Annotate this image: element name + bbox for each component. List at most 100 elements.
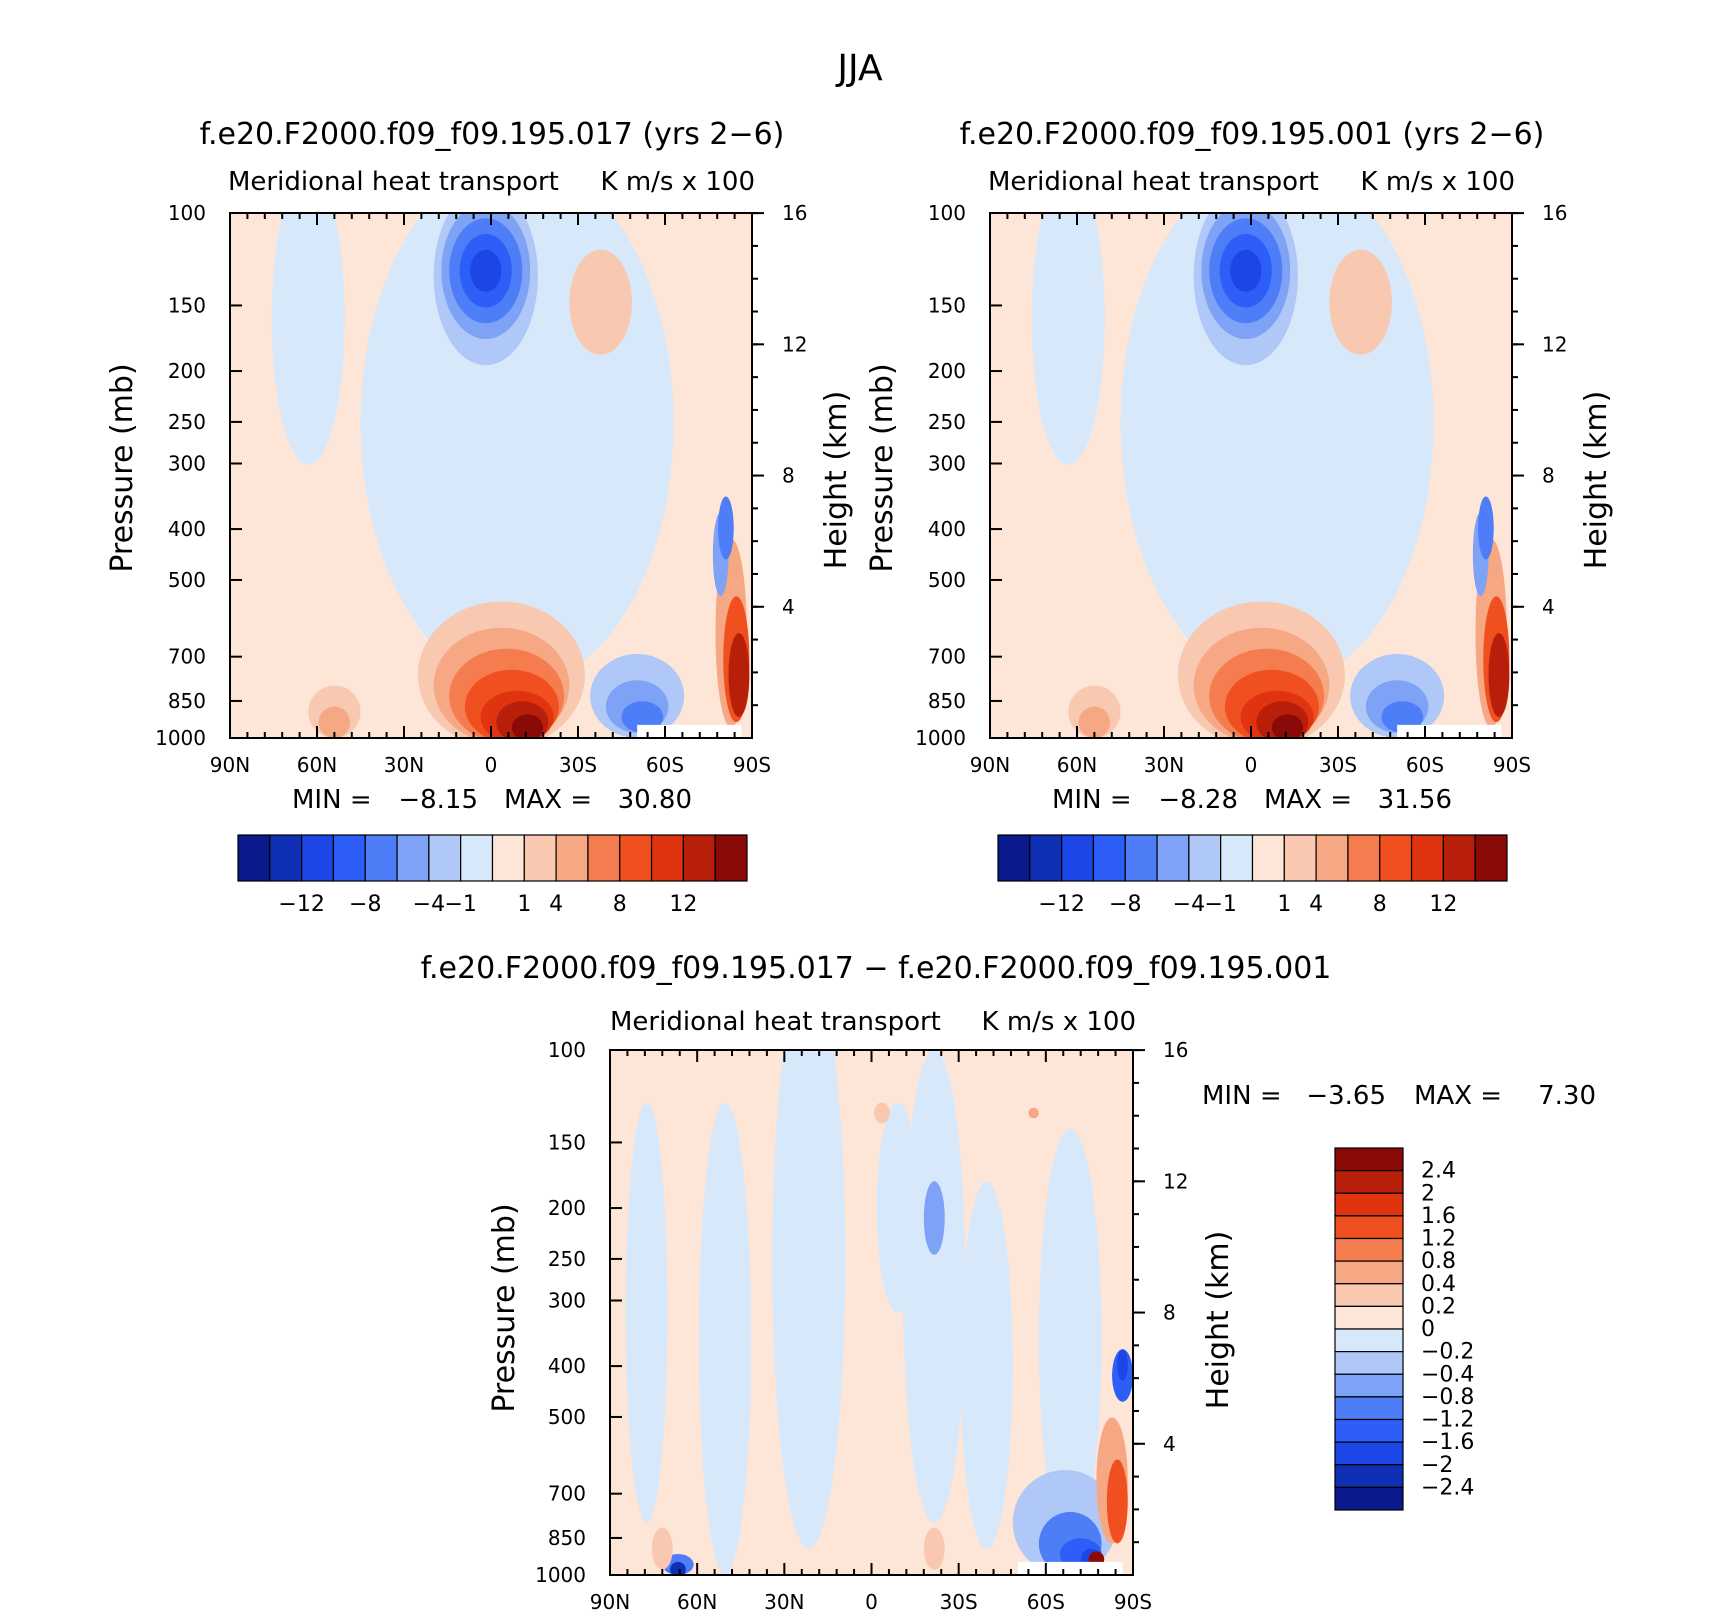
y-tick-label: 700 [928,645,966,669]
colorbar-label: −0.2 [1421,1340,1474,1365]
colorbar: −12 −8 −4 −1 1 4 8 12 [997,834,1508,917]
colorbar-box [460,834,494,882]
colorbar-label: 1.6 [1421,1204,1456,1229]
colorbar-label: −4 [413,892,445,917]
contour-region [923,1527,945,1570]
colorbar-label: −8 [349,892,381,917]
min-label: MIN = [292,785,372,815]
contour-region [728,633,750,717]
contour-region [1329,249,1392,355]
colorbar-box [523,834,557,882]
x-tick-label: 30S [559,753,597,777]
x-tick-label: 90N [590,1590,630,1614]
y-right-tick-label: 16 [1163,1038,1188,1062]
colorbar-box [1474,834,1508,882]
contour-region [990,528,1048,738]
x-tick-label: 30S [940,1590,978,1614]
colorbar-box [1347,834,1381,882]
y-tick-label: 700 [168,645,206,669]
colorbar-box [1379,834,1413,882]
axis-ticks [989,212,1524,739]
colorbar-label: −1 [444,892,476,917]
y-tick-label: 150 [928,293,966,317]
axis-ticks [229,212,764,739]
y-tick-label: 500 [548,1405,586,1429]
x-tick-label: 90S [733,753,771,777]
contour-region [470,249,502,292]
contour-region [230,528,288,738]
y-axis-label: Pressure (mb) [487,1203,522,1412]
y-tick-label: 200 [928,359,966,383]
contour-region [1230,249,1262,292]
contour-region [1028,1107,1039,1119]
panel-subtitle-right: K m/s x 100 [982,1007,1137,1037]
y-right-axis-label: Height (km) [1201,1231,1236,1410]
panel-difference: f.e20.F2000.f09_f09.195.017 − f.e20.F200… [421,951,1596,1614]
colorbar-label: −12 [278,892,324,917]
missing-data-area [1017,1561,1123,1575]
panel-subtitle-left: Meridional heat transport [610,1007,941,1037]
colorbar-label: −0.8 [1421,1385,1474,1410]
colorbar-label: −1.6 [1421,1430,1474,1455]
x-tick-label: 0 [865,1590,878,1614]
y-axis-label: Pressure (mb) [105,363,140,572]
contour-region [1106,1459,1128,1544]
colorbar-box [1334,1305,1404,1330]
contour-region [1488,633,1510,717]
colorbar-label: 4 [549,892,563,917]
colorbar: 2.421.61.20.80.40.20−0.2−0.4−0.8−1.2−1.6… [1334,1147,1474,1511]
x-tick-label: 30N [764,1590,804,1614]
x-tick-label: 30N [384,753,424,777]
max-label: MAX = [1264,785,1352,815]
colorbar-box [555,834,589,882]
y-tick-label: 300 [548,1288,586,1312]
colorbar-box [1092,834,1126,882]
x-tick-label: 60N [677,1590,717,1614]
colorbar-box [1334,1351,1404,1375]
colorbar-label: 1 [1277,892,1291,917]
y-tick-label: 400 [548,1354,586,1378]
colorbar-box [1334,1260,1404,1285]
colorbar-box [1124,834,1158,882]
missing-data-area [1397,724,1502,738]
y-right-tick-labels: 16 12 8 4 [1163,1038,1188,1456]
colorbar-box [396,834,430,882]
axis-ticks [609,1049,1145,1576]
colorbar-box [1410,834,1444,882]
contour-region [569,249,632,355]
y-tick-label: 850 [168,689,206,713]
x-tick-label: 90N [210,753,250,777]
x-tick-labels: 90N 60N 30N 0 30S 60S 90S [970,753,1531,777]
colorbar-box [1334,1373,1404,1398]
panel-title: f.e20.F2000.f09_f09.195.001 (yrs 2−6) [960,117,1545,152]
min-value: −8.28 [1158,785,1238,815]
colorbar-label: 8 [613,892,627,917]
colorbar-box [1315,834,1349,882]
colorbar: −12 −8 −4 −1 1 4 8 12 [237,834,748,917]
y-right-axis-label: Height (km) [1579,391,1614,570]
colorbar-label: −4 [1173,892,1205,917]
x-tick-label: 60S [646,753,684,777]
x-tick-label: 90S [1493,753,1531,777]
y-tick-label: 100 [168,201,206,225]
colorbar-label: 1 [517,892,531,917]
colorbar-box [1334,1396,1404,1421]
y-tick-label: 200 [168,359,206,383]
colorbar-box [1156,834,1190,882]
y-right-tick-label: 16 [1542,201,1567,225]
colorbar-label: −8 [1109,892,1141,917]
colorbar-label: 0.4 [1421,1272,1456,1297]
contour-region [1271,714,1304,738]
y-tick-label: 200 [548,1196,586,1220]
y-tick-label: 850 [548,1526,586,1550]
y-right-axis-label: Height (km) [819,391,854,570]
y-tick-label: 400 [168,517,206,541]
colorbar-box [1334,1170,1404,1194]
colorbar-box [714,834,748,882]
colorbar-box [682,834,716,882]
colorbar-label: −2 [1421,1453,1453,1478]
colorbar-box [301,834,335,882]
y-tick-label: 400 [928,517,966,541]
colorbar-box [1188,834,1222,882]
x-tick-label: 90N [970,753,1010,777]
